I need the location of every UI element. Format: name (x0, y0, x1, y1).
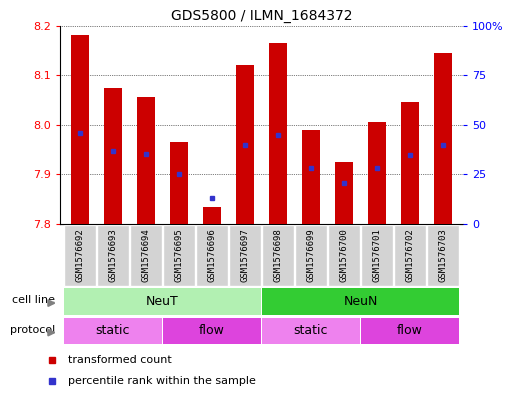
Text: flow: flow (397, 324, 423, 337)
Bar (170, 142, 188, 224)
Bar (295, 225, 327, 286)
Bar (229, 225, 261, 286)
Bar (262, 288, 459, 315)
Text: cell line: cell line (12, 295, 54, 305)
Text: transformed count: transformed count (68, 355, 172, 365)
Bar (427, 225, 459, 286)
Bar (64, 288, 261, 315)
Text: GSM1576692: GSM1576692 (75, 229, 84, 282)
Text: GSM1576698: GSM1576698 (274, 229, 282, 282)
Text: GSM1576700: GSM1576700 (339, 229, 348, 282)
Text: GSM1576702: GSM1576702 (405, 229, 415, 282)
Bar (269, 43, 287, 224)
Bar (361, 225, 393, 286)
Text: GSM1576701: GSM1576701 (372, 229, 382, 282)
Bar (64, 225, 96, 286)
Bar (328, 225, 360, 286)
Text: GSM1576694: GSM1576694 (141, 229, 151, 282)
Text: GSM1576703: GSM1576703 (439, 229, 448, 282)
Bar (196, 225, 228, 286)
Bar (335, 162, 353, 224)
Bar (262, 225, 294, 286)
Bar (104, 88, 122, 224)
Bar (262, 318, 360, 344)
Text: NeuN: NeuN (343, 294, 378, 308)
Text: percentile rank within the sample: percentile rank within the sample (68, 376, 256, 386)
Text: NeuT: NeuT (146, 294, 179, 308)
Text: static: static (294, 324, 328, 337)
Bar (401, 103, 419, 224)
Bar (137, 97, 155, 224)
Bar (302, 130, 320, 224)
Bar (163, 318, 261, 344)
Bar (203, 207, 221, 224)
Bar (64, 318, 162, 344)
Bar (368, 122, 386, 224)
Title: GDS5800 / ILMN_1684372: GDS5800 / ILMN_1684372 (170, 9, 353, 23)
Bar (97, 225, 129, 286)
Text: GSM1576699: GSM1576699 (306, 229, 315, 282)
Bar (361, 318, 459, 344)
Text: GSM1576693: GSM1576693 (108, 229, 118, 282)
Text: protocol: protocol (10, 325, 56, 334)
Bar (394, 225, 426, 286)
Text: GSM1576695: GSM1576695 (175, 229, 184, 282)
Bar (434, 53, 452, 224)
Text: GSM1576697: GSM1576697 (241, 229, 249, 282)
Bar (236, 65, 254, 224)
Bar (71, 35, 89, 224)
Text: GSM1576696: GSM1576696 (208, 229, 217, 282)
Text: static: static (96, 324, 130, 337)
Bar (163, 225, 195, 286)
Text: flow: flow (199, 324, 225, 337)
Bar (130, 225, 162, 286)
